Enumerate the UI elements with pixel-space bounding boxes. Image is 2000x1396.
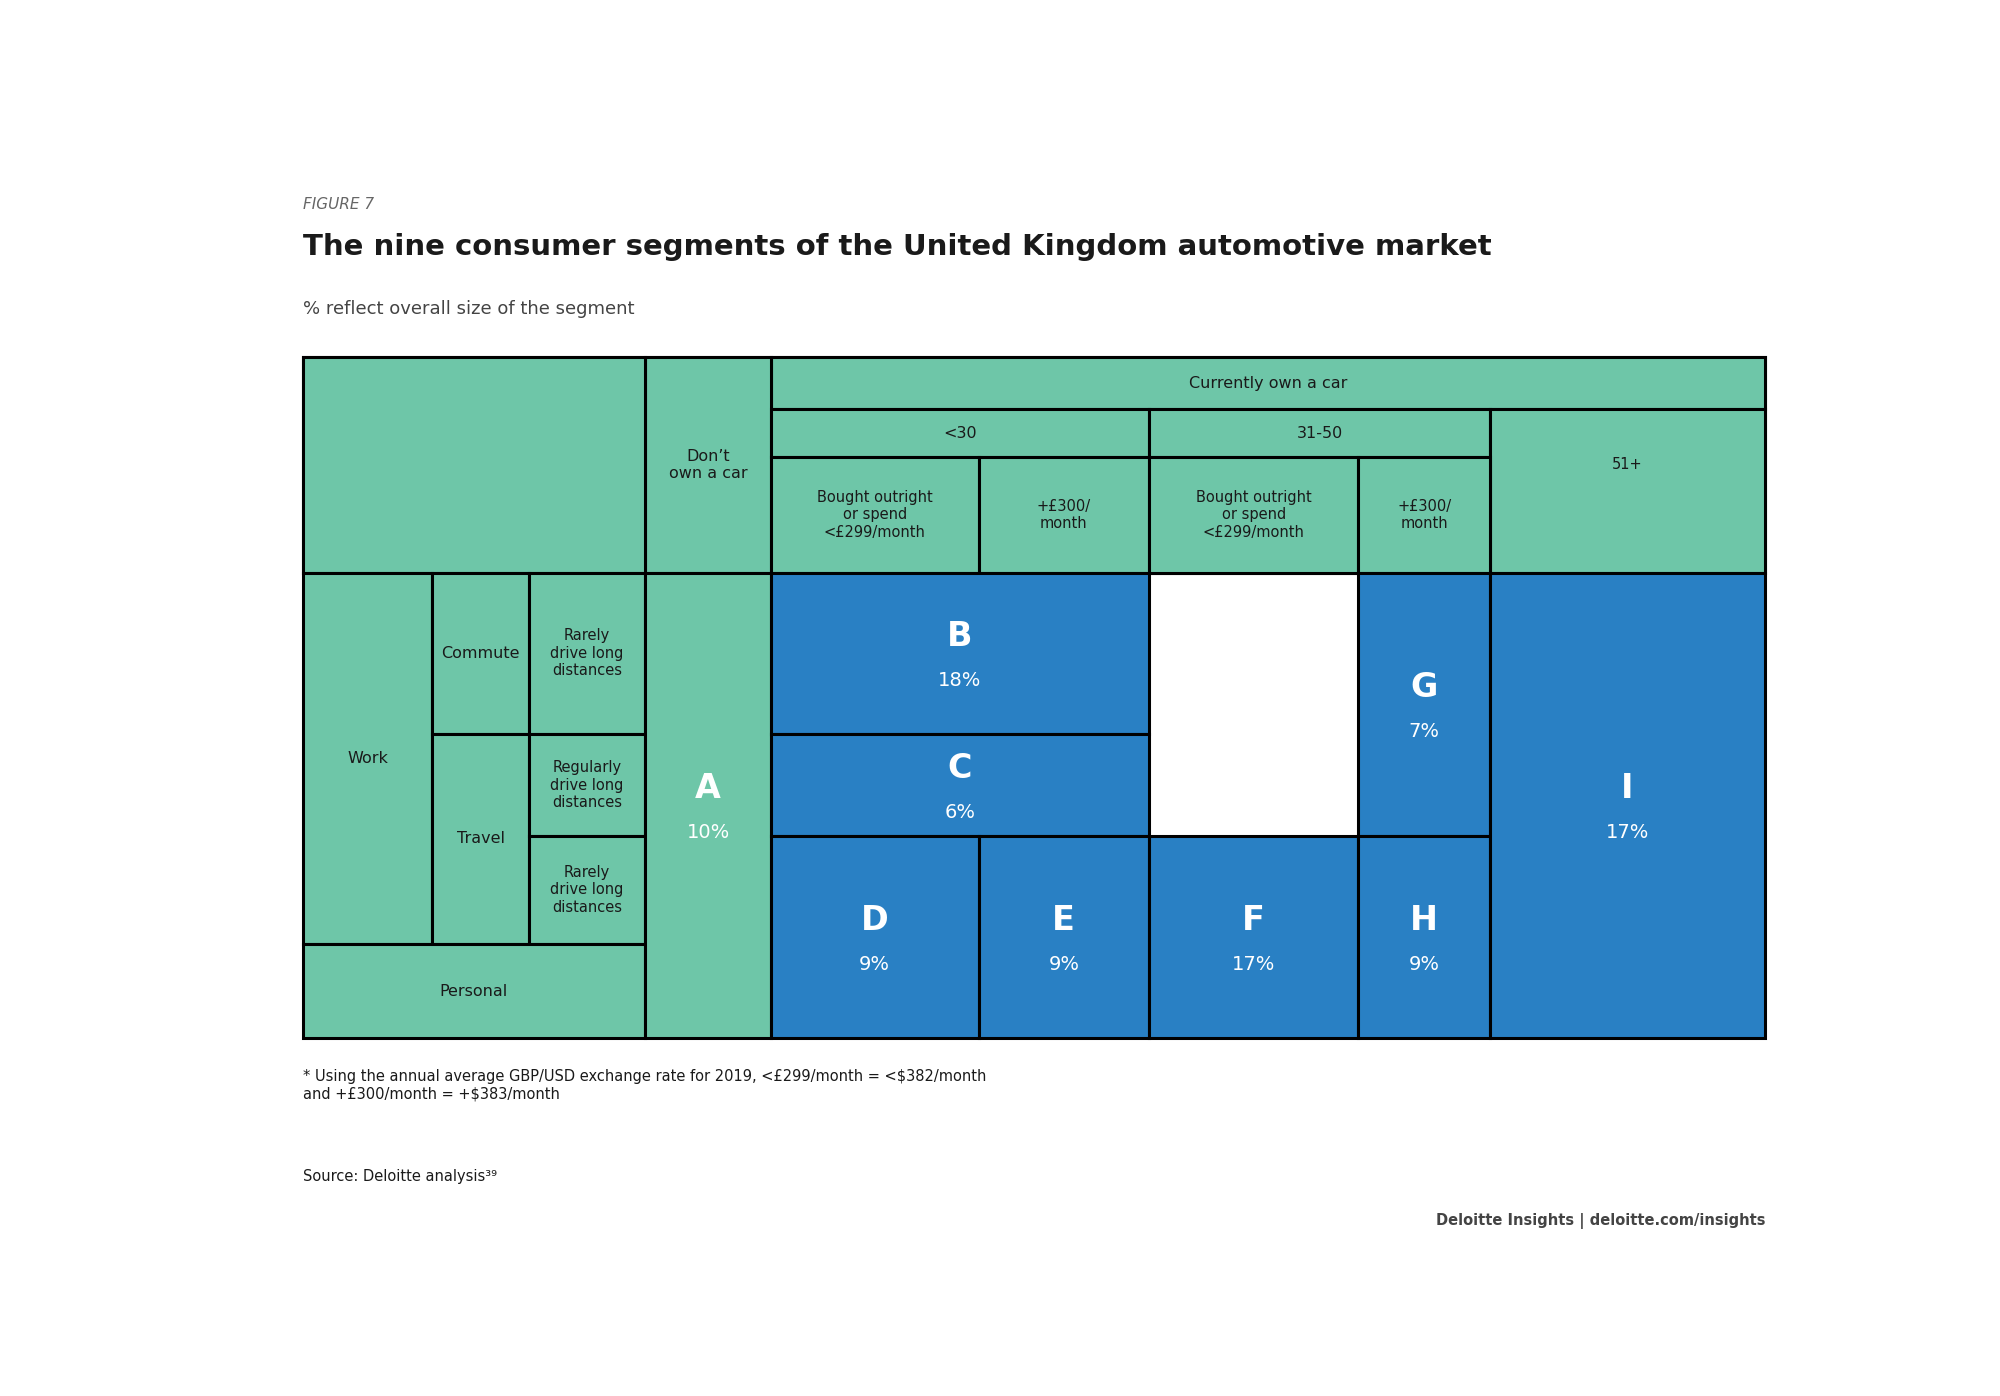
Bar [528, 734, 646, 836]
Text: Deloitte Insights | deloitte.com/insights: Deloitte Insights | deloitte.com/insight… [1436, 1213, 1766, 1230]
Text: 6%: 6% [944, 803, 976, 821]
Bar [302, 572, 432, 944]
Bar [978, 836, 1148, 1039]
Bar [646, 357, 770, 572]
Bar [302, 357, 1766, 572]
Text: H: H [1410, 903, 1438, 937]
Bar [1490, 572, 1766, 1039]
Text: Bought outright
or spend
<£299/month: Bought outright or spend <£299/month [1196, 490, 1312, 540]
Text: +£300/
month: +£300/ month [1398, 498, 1452, 530]
Bar [432, 572, 528, 734]
Text: C: C [948, 751, 972, 785]
Bar [432, 734, 528, 944]
Bar [1358, 836, 1490, 1039]
Bar [1358, 572, 1490, 836]
Text: 17%: 17% [1232, 955, 1276, 973]
Text: F: F [1242, 903, 1266, 937]
Text: * Using the annual average GBP/USD exchange rate for 2019, <£299/month = <$382/m: * Using the annual average GBP/USD excha… [302, 1069, 986, 1101]
Bar [770, 734, 1148, 836]
Bar [770, 409, 1148, 456]
Text: 18%: 18% [938, 671, 982, 690]
Text: 51+: 51+ [1612, 458, 1642, 472]
Text: Bought outright
or spend
<£299/month: Bought outright or spend <£299/month [816, 490, 932, 540]
Bar [770, 357, 1766, 409]
Bar [1490, 409, 1766, 572]
Text: Regularly
drive long
distances: Regularly drive long distances [550, 761, 624, 810]
Text: 9%: 9% [1048, 955, 1080, 973]
Bar [302, 357, 646, 572]
Text: E: E [1052, 903, 1076, 937]
Bar [770, 456, 978, 572]
Text: Work: Work [346, 751, 388, 765]
Bar [528, 836, 646, 944]
Text: FIGURE 7: FIGURE 7 [302, 197, 374, 212]
Bar [302, 944, 646, 1039]
Text: The nine consumer segments of the United Kingdom automotive market: The nine consumer segments of the United… [302, 233, 1492, 261]
Bar [1148, 409, 1490, 456]
Text: 9%: 9% [1408, 955, 1440, 973]
Text: +£300/
month: +£300/ month [1036, 498, 1090, 530]
Bar [1358, 456, 1490, 572]
Bar [770, 836, 978, 1039]
Text: Don’t
own a car: Don’t own a car [668, 448, 748, 482]
Bar [646, 572, 770, 1039]
Text: G: G [1410, 670, 1438, 704]
Text: Source: Deloitte analysis³⁹: Source: Deloitte analysis³⁹ [302, 1170, 496, 1184]
Text: 10%: 10% [686, 822, 730, 842]
Bar [770, 572, 1148, 734]
Text: 17%: 17% [1606, 822, 1650, 842]
Text: 7%: 7% [1408, 722, 1440, 741]
Bar [1148, 456, 1358, 572]
Bar [978, 456, 1148, 572]
Bar [1148, 836, 1358, 1039]
Text: Currently own a car: Currently own a car [1188, 376, 1348, 391]
Text: Personal: Personal [440, 984, 508, 998]
Text: A: A [696, 772, 720, 805]
Text: I: I [1622, 772, 1634, 805]
Text: B: B [948, 620, 972, 653]
Text: D: D [860, 903, 888, 937]
Text: Rarely
drive long
distances: Rarely drive long distances [550, 628, 624, 678]
Text: <30: <30 [944, 426, 976, 441]
Bar [528, 572, 646, 734]
Text: Travel: Travel [456, 832, 504, 846]
Text: % reflect overall size of the segment: % reflect overall size of the segment [302, 300, 634, 318]
Text: Commute: Commute [442, 646, 520, 660]
Text: 9%: 9% [860, 955, 890, 973]
Text: Rarely
drive long
distances: Rarely drive long distances [550, 866, 624, 914]
Text: 31-50: 31-50 [1296, 426, 1342, 441]
